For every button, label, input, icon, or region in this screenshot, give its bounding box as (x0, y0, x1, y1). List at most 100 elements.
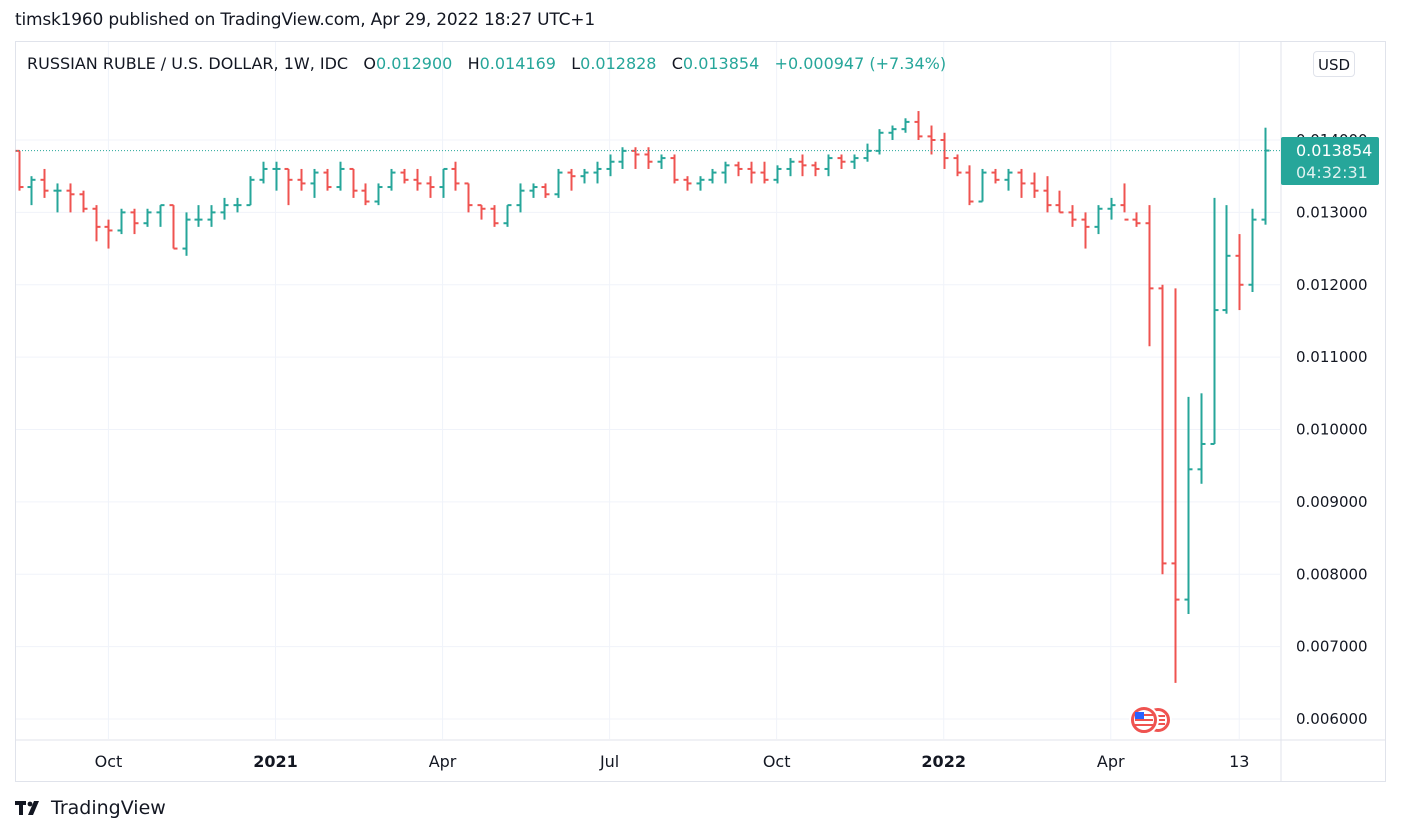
ohlc-bar (978, 168, 987, 203)
ohlc-bar (786, 158, 795, 177)
ohlc-bar (323, 168, 332, 191)
ohlc-bar (631, 147, 640, 169)
ohlc-bar (66, 183, 75, 213)
ohlc-bar (940, 132, 949, 169)
high-label: H (467, 54, 480, 73)
ohlc-bar (1184, 396, 1193, 615)
ohlc-bar (721, 161, 730, 184)
ohlc-bar (1004, 168, 1013, 191)
low-label: L (571, 54, 581, 73)
us-flag-icon[interactable] (1129, 705, 1159, 735)
ohlc-bar (798, 154, 807, 177)
ohlc-bar (336, 161, 345, 191)
ohlc-bar (991, 168, 1000, 184)
ohlc-bar (1235, 234, 1244, 311)
ohlc-bar (246, 176, 255, 207)
ohlc-bar (580, 168, 589, 184)
ohlc-bar (593, 161, 602, 184)
ohlc-bar (1094, 205, 1103, 235)
ohlc-bar (1055, 190, 1064, 214)
ohlc-bar (1107, 197, 1116, 220)
ohlc-bar (914, 111, 923, 140)
publish-header: timsk1960 published on TradingView.com, … (15, 10, 595, 30)
ohlc-bar (1158, 284, 1167, 575)
symbol-title: RUSSIAN RUBLE / U.S. DOLLAR, 1W, IDC (27, 54, 349, 73)
ohlc-bar (1132, 212, 1141, 227)
bar-countdown: 04:32:31 (1296, 163, 1368, 182)
ohlc-bar (1068, 205, 1077, 227)
ohlc-bar (773, 165, 782, 184)
ohlc-bar (657, 154, 666, 169)
ohlc-bar (760, 161, 769, 184)
ohlc-bar (850, 154, 859, 169)
low-value: 0.012828 (580, 54, 657, 73)
ohlc-bar (490, 205, 499, 227)
change-value: +0.000947 (+7.34%) (774, 54, 947, 73)
chart-grid (16, 42, 1280, 739)
ohlc-bar (297, 168, 306, 191)
ohlc-bar (194, 205, 203, 227)
price-tick-label: 0.009000 (1296, 493, 1368, 511)
ohlc-bar (182, 212, 191, 256)
open-label: O (363, 54, 376, 73)
last-price-label: 0.013854 04:32:31 (1281, 137, 1379, 185)
ohlc-bar (529, 183, 538, 198)
ohlc-bar (53, 183, 62, 213)
ohlc-bar (156, 204, 165, 227)
time-tick-label: Oct (763, 752, 791, 771)
ohlc-bar (811, 161, 820, 177)
ohlc-bar (1248, 208, 1257, 292)
ohlc-bar (15, 149, 24, 191)
price-tick-label: 0.008000 (1296, 565, 1368, 583)
close-value: 0.013854 (682, 54, 760, 73)
ohlc-bar (1171, 288, 1180, 683)
ohlc-bar (220, 197, 229, 220)
price-axis: 0.0140000.0130000.0120000.0110000.010000… (1296, 131, 1368, 728)
ohlc-bar (1043, 176, 1052, 213)
time-tick-label: Apr (429, 752, 457, 771)
ohlc-bar (708, 168, 717, 184)
price-tick-label: 0.010000 (1296, 421, 1368, 439)
ohlc-bar (670, 154, 679, 184)
ohlc-bar (92, 205, 101, 242)
ohlc-bar (953, 154, 962, 177)
ohlc-bar (503, 204, 512, 227)
ohlc-bars (15, 111, 1270, 683)
time-tick-label: 13 (1229, 752, 1249, 771)
currency-button[interactable]: USD (1313, 51, 1355, 77)
time-tick-label: 2022 (921, 752, 966, 771)
ohlc-bar (1081, 212, 1090, 249)
ohlc-bar (696, 176, 705, 191)
ohlc-bar (451, 161, 460, 191)
ohlc-bar (259, 161, 268, 184)
ohlc-bar (233, 197, 242, 213)
ohlc-bar (1222, 205, 1231, 314)
ohlc-bar (1145, 205, 1154, 347)
ohlc-bar (554, 168, 563, 198)
chart-frame (15, 41, 1386, 782)
time-tick-label: 2021 (253, 752, 298, 771)
ohlc-bar (374, 183, 383, 206)
open-value: 0.012900 (375, 54, 453, 73)
ohlc-bar (541, 183, 550, 198)
ohlc-bar (477, 204, 486, 220)
ohlc-bar (104, 219, 113, 249)
tradingview-logo-icon (15, 801, 39, 815)
price-tick-label: 0.007000 (1296, 638, 1368, 656)
price-tick-label: 0.006000 (1296, 710, 1368, 728)
time-axis: Oct 2021 Apr Jul Oct 2022 Apr 13 (95, 752, 1250, 771)
footer-brand-label: TradingView (51, 797, 166, 819)
ohlc-bar (400, 168, 409, 184)
ohlc-bar (965, 165, 974, 206)
ohlc-bar (1210, 197, 1219, 445)
time-tick-label: Apr (1097, 752, 1125, 771)
footer-brand[interactable]: TradingView (15, 797, 166, 819)
close-label: C (671, 54, 683, 73)
ohlc-bar (747, 161, 756, 184)
ohlc-bar (169, 204, 178, 250)
ohlc-bar (875, 129, 884, 155)
price-tick-label: 0.011000 (1296, 348, 1368, 366)
ohlc-bar (272, 161, 281, 191)
ohlc-bar (349, 167, 358, 198)
